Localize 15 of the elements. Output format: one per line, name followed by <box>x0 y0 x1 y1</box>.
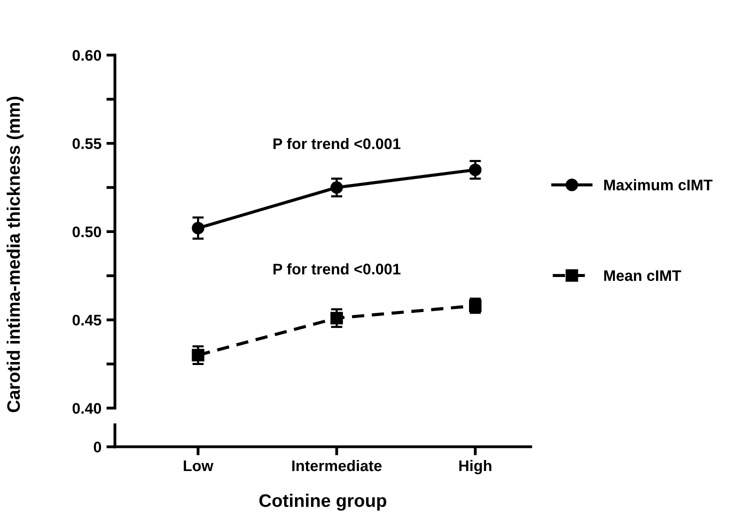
legend-label: Maximum cIMT <box>604 179 713 190</box>
y-tick-label: 0.40 <box>72 402 102 414</box>
x-axis-title: Cotinine group <box>259 494 386 511</box>
annotation: P for trend <0.001 <box>274 138 400 150</box>
y-tick-label: 0.60 <box>72 50 102 61</box>
annotation: P for trend <0.001 <box>274 263 400 274</box>
y-axis-title: Carotid intima-media thickness (mm) <box>6 96 24 412</box>
text: 0 <box>94 442 102 452</box>
y-tick-label: 0.45 <box>72 314 102 326</box>
x-tick-label: High <box>459 460 492 474</box>
x-tick-label: Intermediate <box>292 460 382 472</box>
y-tick-label: 0.50 <box>72 226 102 238</box>
x-tick-label: Low <box>184 460 214 472</box>
y-tick-label: 0.55 <box>72 138 102 150</box>
legend-label: Mean cIMT <box>604 270 682 282</box>
